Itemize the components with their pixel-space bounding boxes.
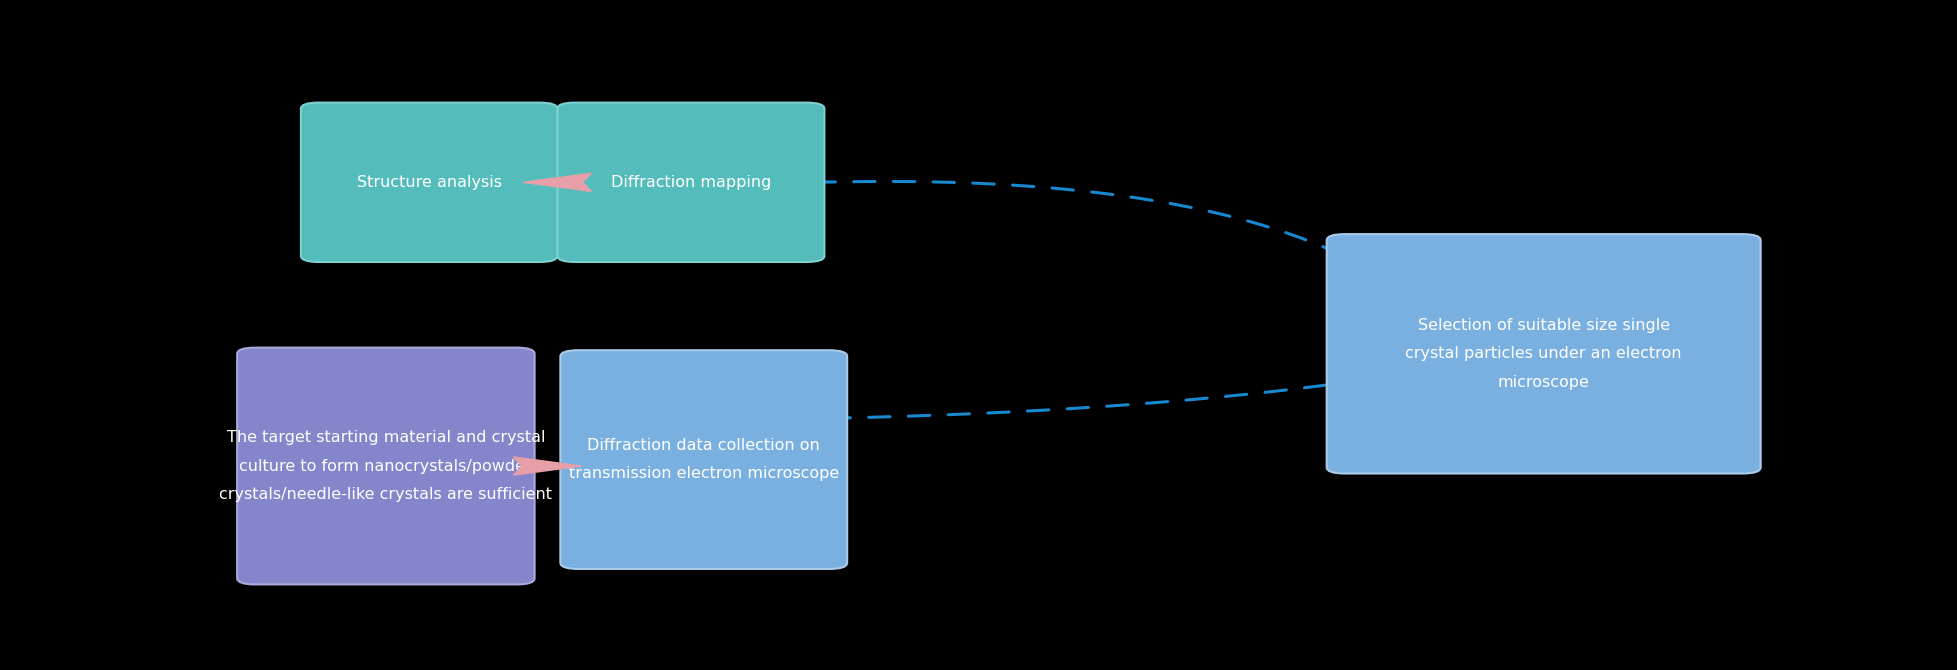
Text: The target starting material and crystal
culture to form nanocrystals/powder
cry: The target starting material and crystal… — [219, 430, 552, 502]
Text: Diffraction data collection on
transmission electron microscope: Diffraction data collection on transmiss… — [568, 438, 838, 481]
Polygon shape — [523, 174, 591, 192]
Text: Diffraction mapping: Diffraction mapping — [611, 175, 771, 190]
Polygon shape — [513, 457, 581, 475]
FancyBboxPatch shape — [1327, 234, 1759, 474]
FancyBboxPatch shape — [301, 103, 558, 262]
FancyBboxPatch shape — [558, 103, 824, 262]
FancyBboxPatch shape — [560, 350, 847, 569]
FancyBboxPatch shape — [237, 348, 534, 584]
Text: Selection of suitable size single
crystal particles under an electron
microscope: Selection of suitable size single crysta… — [1405, 318, 1681, 389]
Text: Structure analysis: Structure analysis — [356, 175, 501, 190]
